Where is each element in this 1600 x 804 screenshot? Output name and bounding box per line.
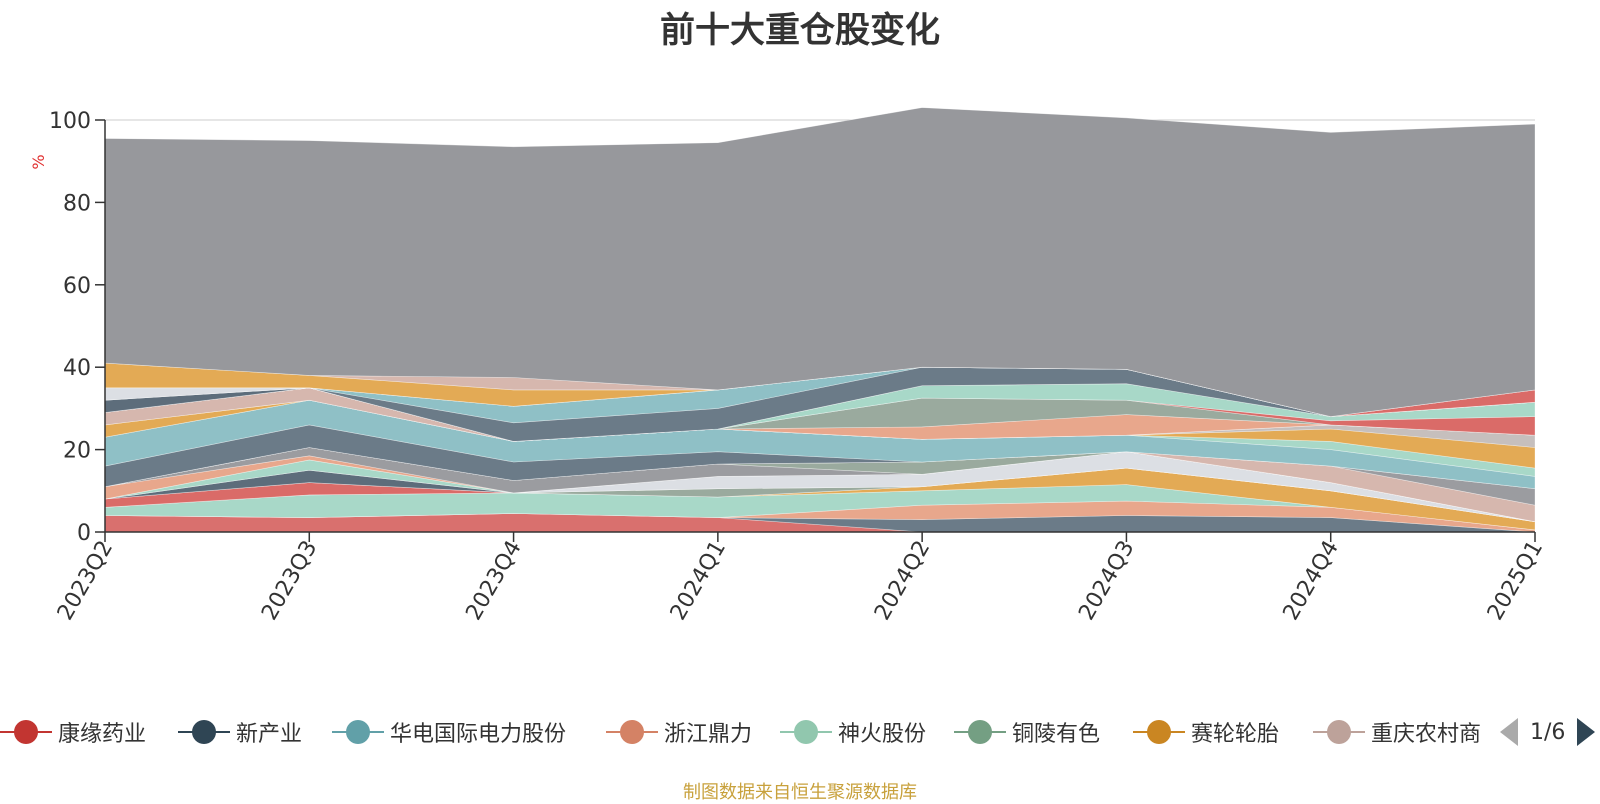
area-series-32 xyxy=(104,107,1536,417)
legend-label: 重庆农村商 xyxy=(1371,722,1482,747)
y-tick-label: 0 xyxy=(77,521,91,546)
legend-marker-icon xyxy=(332,717,384,747)
chart-title: 前十大重仓股变化 xyxy=(659,11,940,51)
legend-label: 赛轮轮胎 xyxy=(1191,722,1280,747)
x-tick-label: 2024Q2 xyxy=(870,537,935,625)
legend-label: 华电国际电力股份 xyxy=(390,722,567,747)
legend-marker-icon xyxy=(0,717,52,747)
x-tick-label: 2024Q3 xyxy=(1074,537,1139,625)
legend-label: 神火股份 xyxy=(838,722,927,747)
legend-label: 新产业 xyxy=(236,722,303,747)
legend-items: 康缘药业 新产业 华电国际电力股份 浙江鼎力 神火股份 铜陵有色 赛轮轮胎 重庆农村商 xyxy=(0,712,1486,752)
legend-next-icon[interactable] xyxy=(1577,718,1596,746)
y-tick-label: 100 xyxy=(49,109,91,134)
x-tick-label: 2025Q1 xyxy=(1483,537,1548,625)
legend-marker-icon xyxy=(954,717,1006,747)
legend-item[interactable]: 赛轮轮胎 xyxy=(1133,712,1279,752)
legend-item[interactable]: 重庆农村商 xyxy=(1313,712,1481,752)
legend-item[interactable]: 华电国际电力股份 xyxy=(332,712,566,752)
legend-marker-icon xyxy=(178,717,230,747)
legend: 康缘药业 新产业 华电国际电力股份 浙江鼎力 神火股份 铜陵有色 赛轮轮胎 重庆农村商 1/6 xyxy=(0,712,1600,752)
x-tick-label: 2023Q3 xyxy=(257,537,322,625)
source-note: 制图数据来自恒生聚源数据库 xyxy=(683,782,917,803)
legend-item[interactable]: 铜陵有色 xyxy=(954,712,1100,752)
x-tick-label: 2024Q4 xyxy=(1279,537,1344,625)
legend-marker-icon xyxy=(1313,717,1365,747)
y-axis-label: % xyxy=(29,154,48,169)
y-tick-label: 60 xyxy=(63,274,91,299)
legend-item[interactable]: 浙江鼎力 xyxy=(606,712,752,752)
legend-label: 浙江鼎力 xyxy=(664,722,753,747)
x-tick-label: 2024Q1 xyxy=(666,537,731,625)
y-tick-label: 40 xyxy=(63,356,91,381)
legend-page-indicator: 1/6 xyxy=(1530,719,1566,745)
legend-item[interactable]: 新产业 xyxy=(178,712,302,752)
legend-marker-icon xyxy=(606,717,658,747)
legend-label: 铜陵有色 xyxy=(1012,722,1101,747)
legend-item[interactable]: 神火股份 xyxy=(780,712,926,752)
legend-item[interactable]: 康缘药业 xyxy=(0,712,146,752)
legend-pager: 1/6 xyxy=(1500,712,1596,752)
y-tick-label: 80 xyxy=(63,191,91,216)
legend-marker-icon xyxy=(780,717,832,747)
area-chart: 0 20 40 60 80 100% 2023Q2 2023Q3 2023Q4 2024Q1 202… xyxy=(29,107,1548,625)
legend-prev-icon[interactable] xyxy=(1500,718,1518,746)
x-tick-label: 2023Q2 xyxy=(53,537,118,625)
legend-marker-icon xyxy=(1133,717,1185,747)
legend-label: 康缘药业 xyxy=(58,722,147,747)
area-layer xyxy=(104,107,1536,533)
x-tick-label: 2023Q4 xyxy=(461,537,526,625)
y-tick-label: 20 xyxy=(63,439,91,464)
